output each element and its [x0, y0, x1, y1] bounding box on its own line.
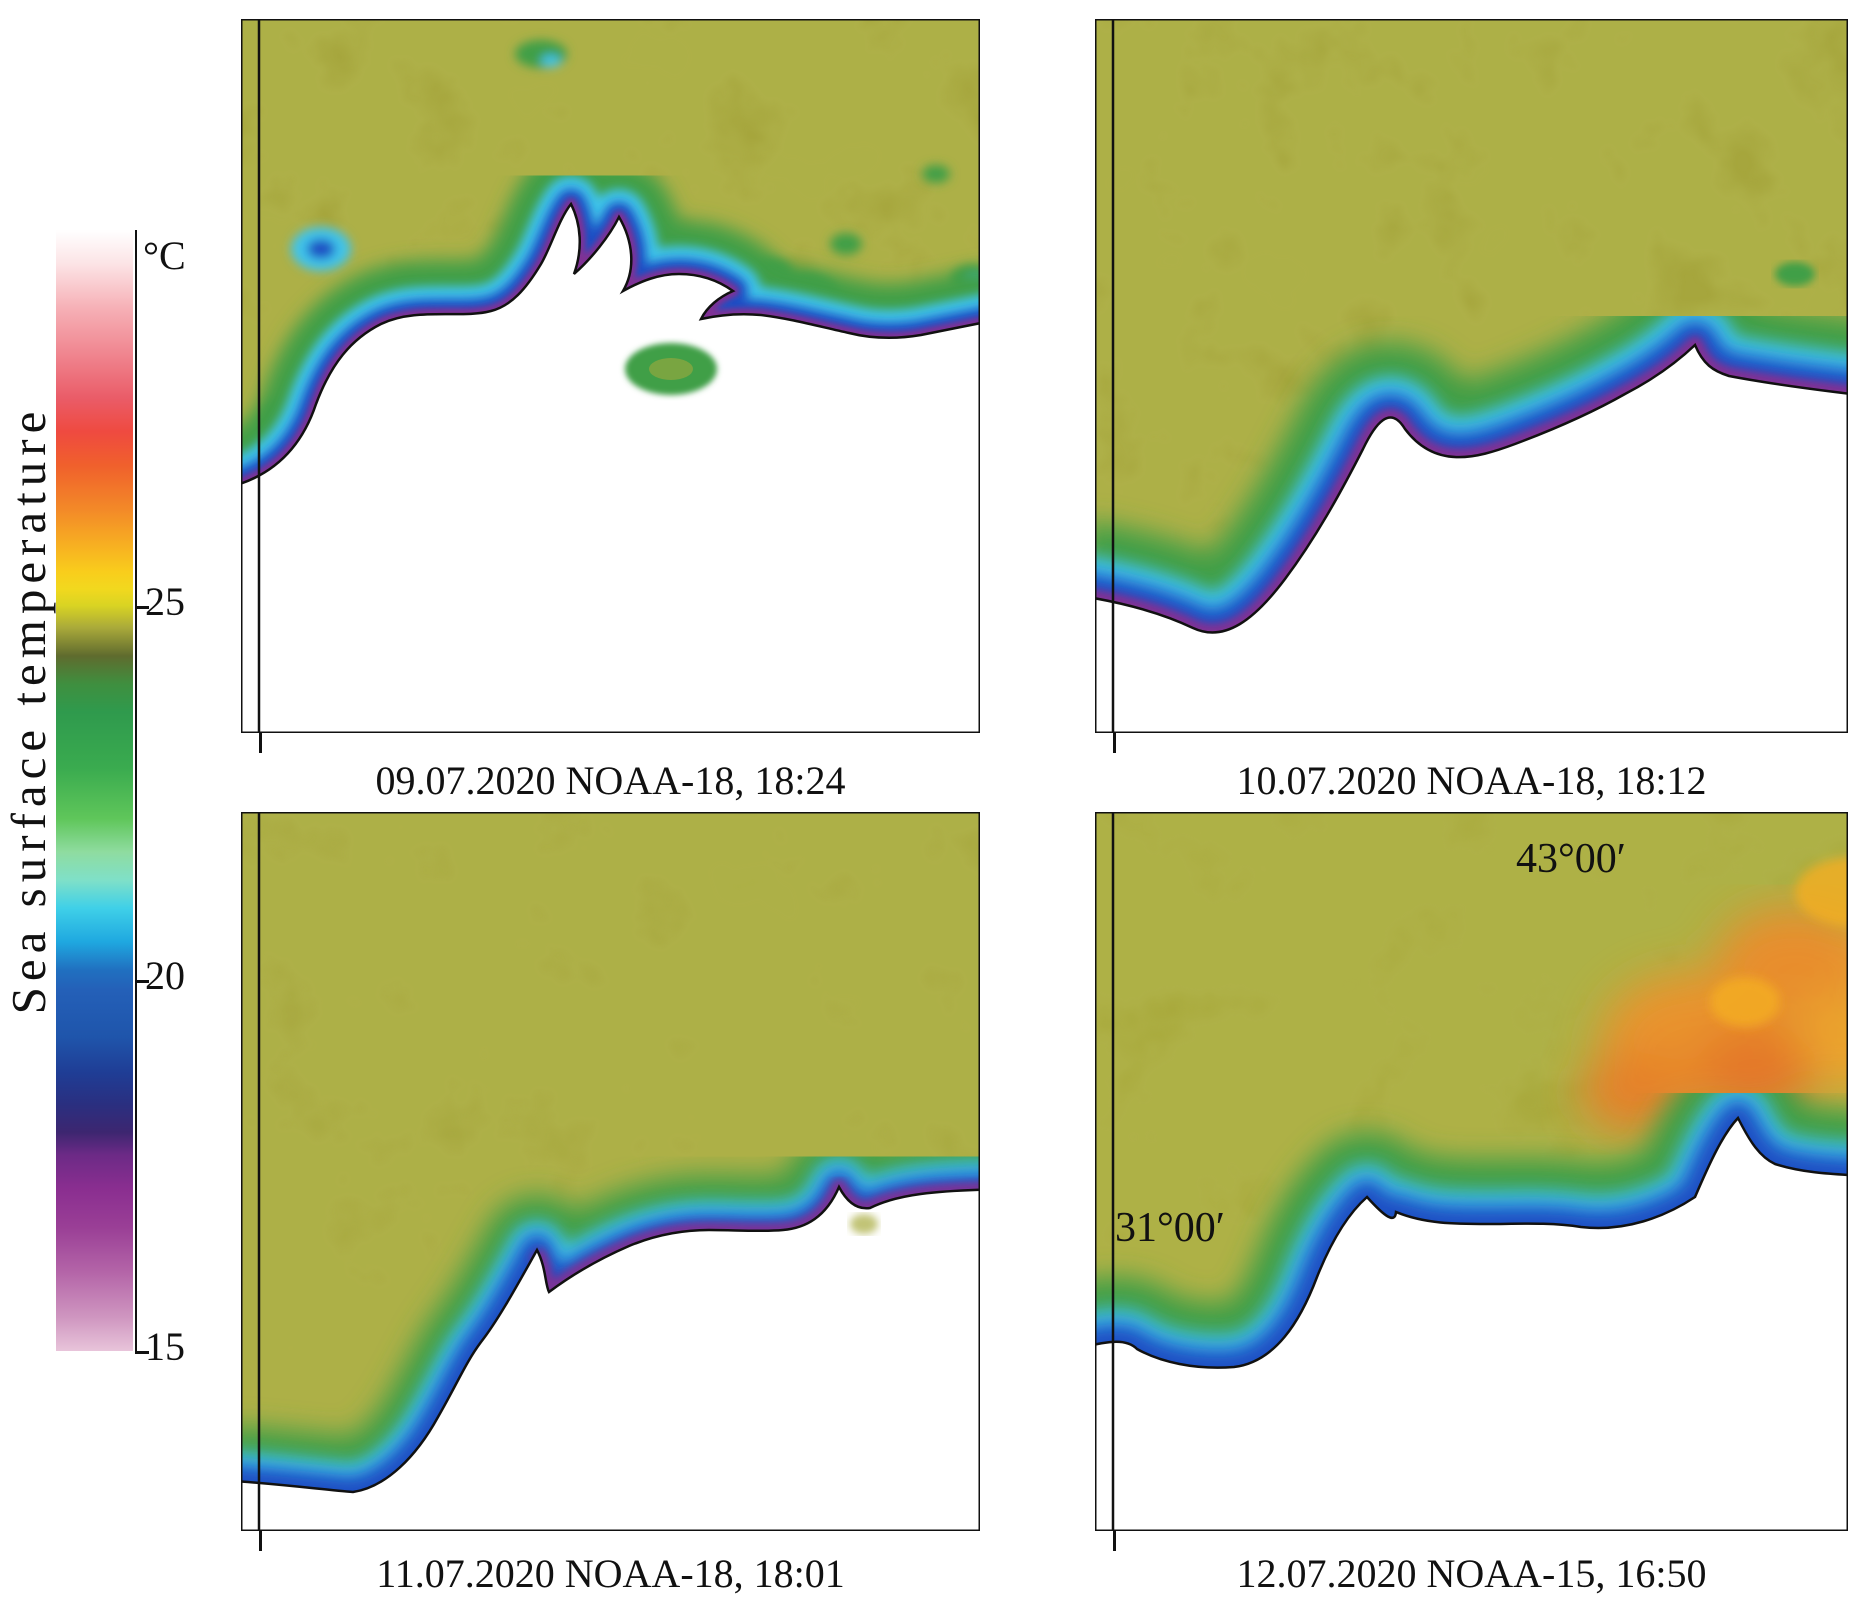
svg-text:31°00′: 31°00′	[1115, 1205, 1225, 1251]
svg-text:43°00′: 43°00′	[1516, 836, 1626, 882]
